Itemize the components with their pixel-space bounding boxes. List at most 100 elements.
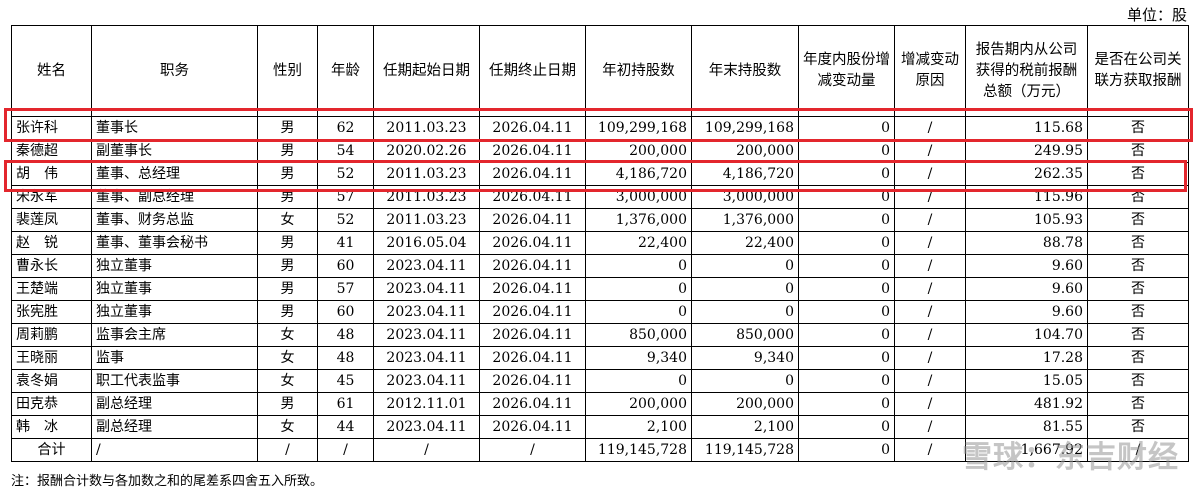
table-cell: 2,100 — [585, 415, 692, 439]
table-cell: 曹永长 — [11, 254, 92, 278]
table-cell: 否 — [1087, 415, 1189, 439]
table-row: 王晓丽 监事女 48 2023.04.11 2026.04.11 9,340 9,340 0/… — [11, 346, 1189, 370]
table-cell: 9,340 — [691, 346, 799, 370]
table-cell: 职工代表监事 — [91, 369, 258, 393]
column-header: 年度内股份增减变动量 — [798, 25, 895, 117]
total-cell: 1,667.92 — [965, 438, 1088, 462]
table-cell: 22,400 — [585, 231, 692, 255]
table-cell: 0 — [691, 300, 799, 324]
total-cell: 合计 — [11, 438, 92, 462]
table-cell: 0 — [585, 369, 692, 393]
table-cell: 0 — [798, 300, 895, 324]
column-header: 增减变动原因 — [894, 25, 966, 117]
table-cell: 109,299,168 — [585, 116, 692, 140]
table-cell: 2026.04.11 — [479, 300, 586, 324]
total-cell: / — [91, 438, 258, 462]
table-cell: 田克恭 — [11, 392, 92, 416]
table-cell: 0 — [798, 369, 895, 393]
highlight-box-row-1 — [4, 108, 1193, 142]
table-cell: / — [894, 231, 966, 255]
table-cell: 独立董事 — [91, 300, 258, 324]
table-cell: 0 — [798, 254, 895, 278]
table-cell: 2026.04.11 — [479, 231, 586, 255]
unit-label: 单位：股 — [1126, 6, 1187, 24]
table-cell: 2026.04.11 — [479, 369, 586, 393]
table-cell: 2023.04.11 — [373, 323, 480, 347]
table-cell: 男 — [257, 392, 318, 416]
table-cell: 109,299,168 — [691, 116, 799, 140]
table-cell: 袁冬娟 — [11, 369, 92, 393]
table-row: 张宪胜 独立董事男 60 2023.04.11 2026.04.11 0 0 0/9.60 否 — [11, 300, 1189, 324]
table-cell: 0 — [798, 116, 895, 140]
table-cell: 2012.11.01 — [373, 392, 480, 416]
total-cell: / — [317, 438, 374, 462]
table-cell: 2026.04.11 — [479, 346, 586, 370]
column-header: 报告期内从公司获得的税前报酬总额（万元） — [965, 25, 1088, 117]
table-cell: 女 — [257, 415, 318, 439]
table-cell: 0 — [798, 392, 895, 416]
table-cell: 王晓丽 — [11, 346, 92, 370]
table-cell: 60 — [317, 300, 374, 324]
table-row: 田克恭 副总经理男 61 2012.11.01 2026.04.11 200,000 200… — [11, 392, 1189, 416]
table-cell: 481.92 — [965, 392, 1088, 416]
table-cell: 41 — [317, 231, 374, 255]
table-cell: 9,340 — [585, 346, 692, 370]
column-header: 年龄 — [317, 25, 374, 117]
table-cell: 监事会主席 — [91, 323, 258, 347]
table-cell: 独立董事 — [91, 254, 258, 278]
table-cell: 0 — [691, 254, 799, 278]
table-cell: 48 — [317, 323, 374, 347]
table-cell: 独立董事 — [91, 277, 258, 301]
table-cell: 45 — [317, 369, 374, 393]
table-cell: 男 — [257, 277, 318, 301]
table-cell: 52 — [317, 208, 374, 232]
table-cell: 裴莲凤 — [11, 208, 92, 232]
total-cell: / — [257, 438, 318, 462]
table-row: 张许科 董事长男 62 2011.03.23 2026.04.11 109,299,168… — [11, 116, 1189, 140]
table-cell: 2016.05.04 — [373, 231, 480, 255]
total-cell: / — [1087, 438, 1189, 462]
total-cell: / — [373, 438, 480, 462]
table-cell: / — [894, 300, 966, 324]
table-cell: 男 — [257, 254, 318, 278]
table-cell: 88.78 — [965, 231, 1088, 255]
table-cell: 女 — [257, 208, 318, 232]
table-cell: 0 — [798, 323, 895, 347]
table-cell: 张许科 — [11, 116, 92, 140]
table-cell: 2023.04.11 — [373, 300, 480, 324]
table-cell: 2011.03.23 — [373, 162, 480, 186]
table-cell: 王楚端 — [11, 277, 92, 301]
table-row: 袁冬娟 职工代表监事女 45 2023.04.11 2026.04.11 0 0 0/15.0… — [11, 369, 1189, 393]
total-cell: 0 — [798, 438, 895, 462]
table-cell: 周莉鹏 — [11, 323, 92, 347]
table-cell: / — [894, 277, 966, 301]
table-cell: 男 — [257, 231, 318, 255]
table-cell: / — [894, 346, 966, 370]
table-cell: 否 — [1087, 300, 1189, 324]
table-row: 王楚端 独立董事男 57 2023.04.11 2026.04.11 0 0 0/9.60 否 — [11, 277, 1189, 301]
table-cell: 22,400 — [691, 231, 799, 255]
table-cell: 否 — [1087, 277, 1189, 301]
total-cell: / — [479, 438, 586, 462]
table-cell: 0 — [798, 208, 895, 232]
total-row: 合计 / / / //119,145,728 119,145,728 0/1,667.92/ — [11, 438, 1189, 462]
table-row: 周莉鹏 监事会主席女 48 2023.04.11 2026.04.11 850,000 85… — [11, 323, 1189, 347]
table-cell: 女 — [257, 346, 318, 370]
table-cell: 850,000 — [691, 323, 799, 347]
table-cell: 0 — [798, 346, 895, 370]
table-cell: 62 — [317, 116, 374, 140]
table-cell: 2026.04.11 — [479, 323, 586, 347]
table-cell: 否 — [1087, 208, 1189, 232]
table-cell: 0 — [798, 415, 895, 439]
table-cell: 董事、财务总监 — [91, 208, 258, 232]
header-row: 姓名 职务 性别 年龄 任期起始日期 任期终止日期 年初持股数 年末持股数 年度内股份增减变动量… — [11, 25, 1189, 117]
table-cell: 否 — [1087, 346, 1189, 370]
column-header: 姓名 — [11, 25, 92, 117]
table-cell: 2026.04.11 — [479, 208, 586, 232]
table-cell: / — [894, 208, 966, 232]
table-cell: 董事、董事会秘书 — [91, 231, 258, 255]
table-cell: 否 — [1087, 231, 1189, 255]
table-cell: 董事、总经理 — [91, 162, 258, 186]
table-row: 秦德超 副董事长男 54 2020.02.26 2026.04.11 200,000 200… — [11, 139, 1189, 163]
table-cell: 2023.04.11 — [373, 277, 480, 301]
